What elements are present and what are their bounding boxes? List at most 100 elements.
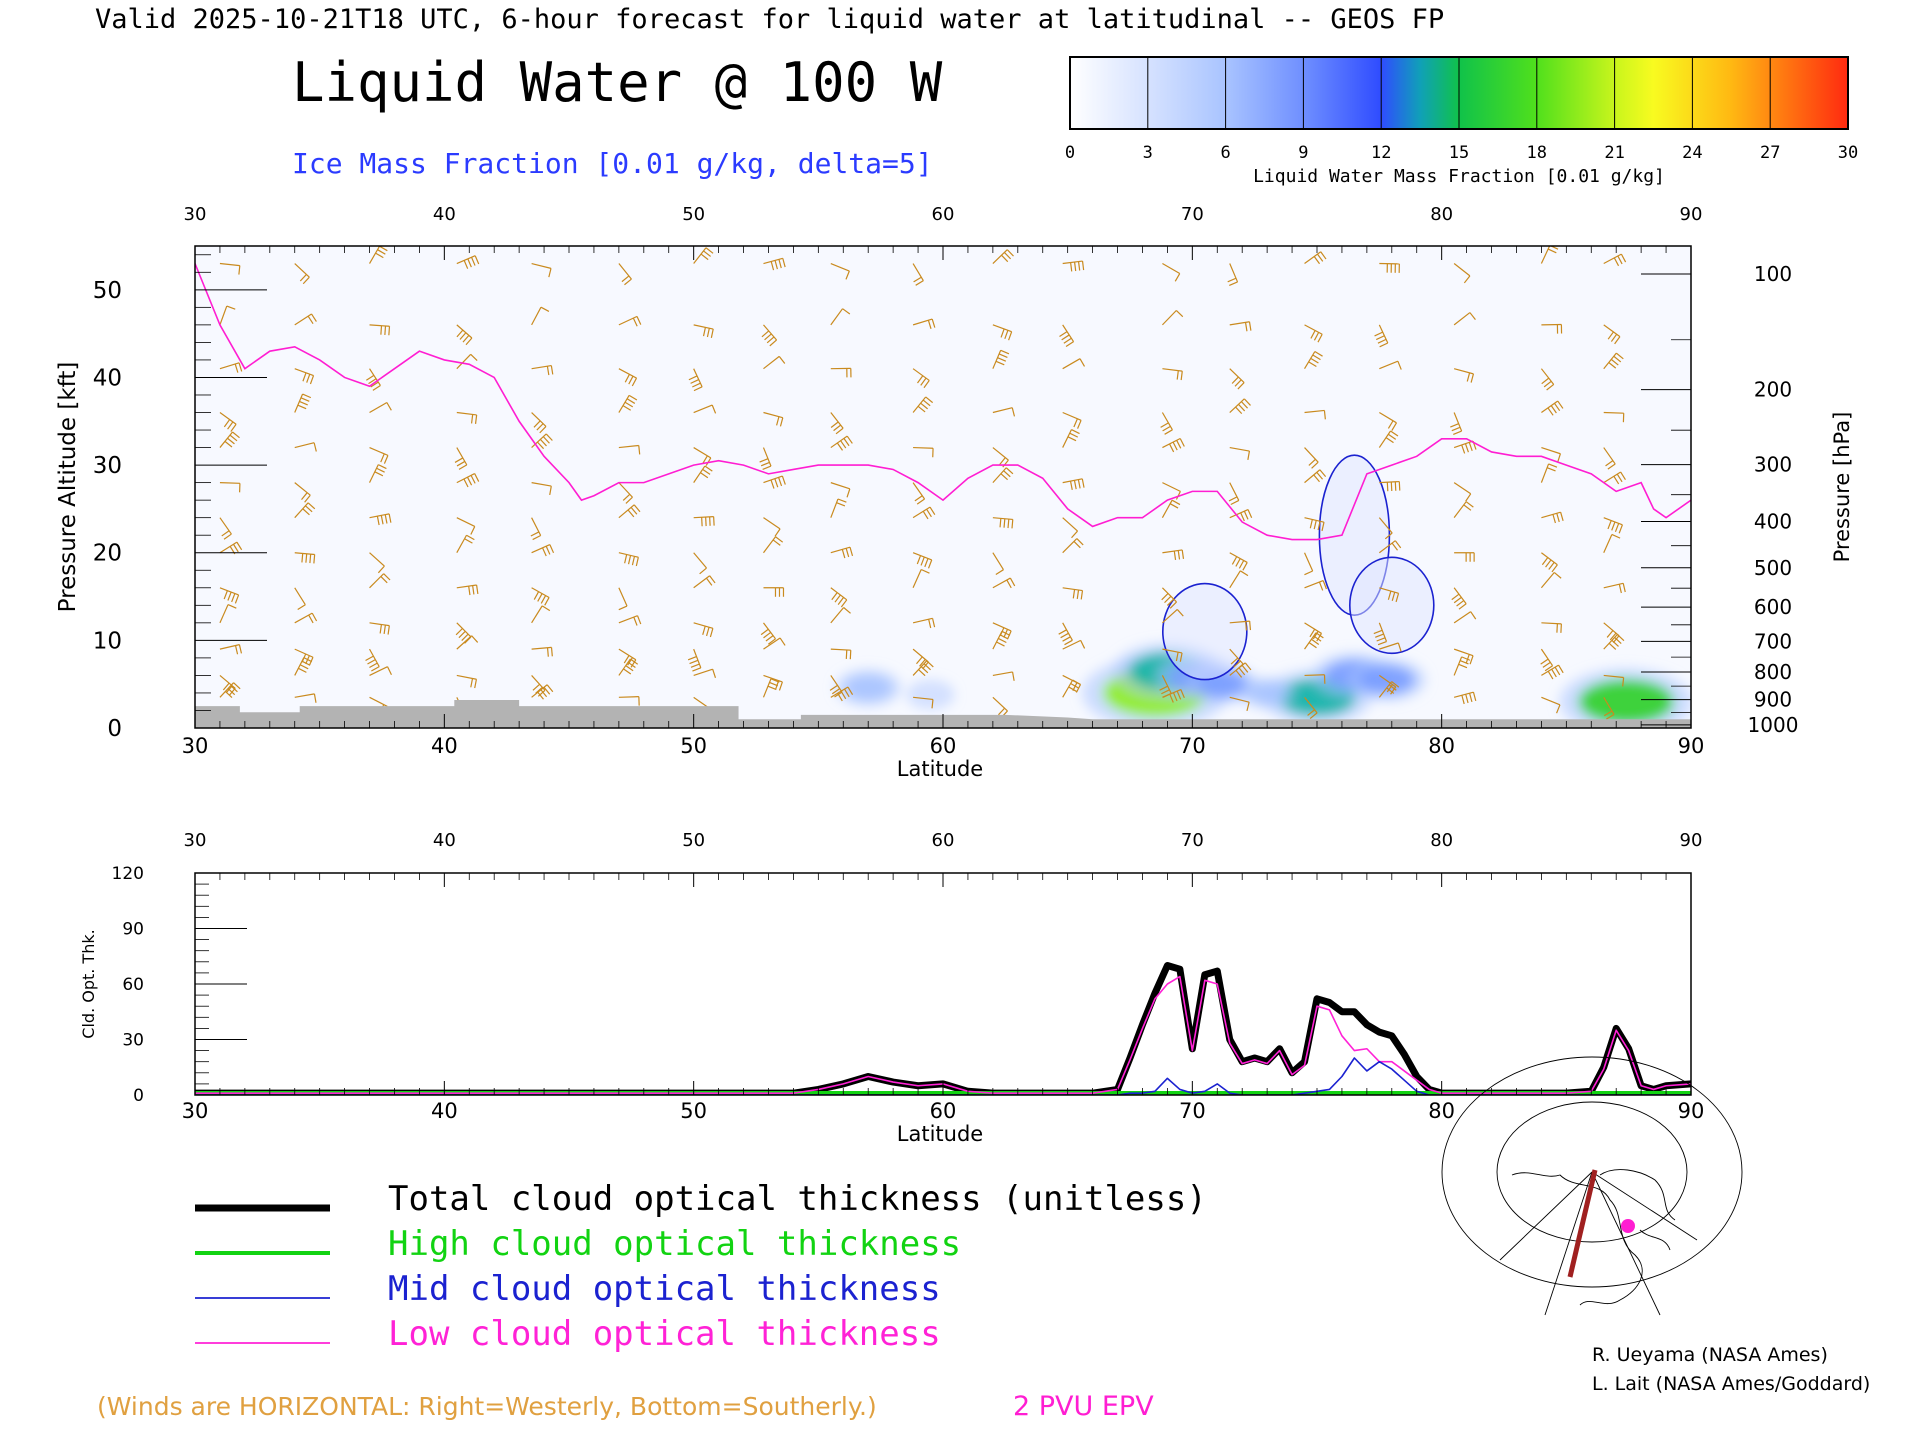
optical-thickness-panel: 30 30 40 40 50 50 60 60 70 70 80 80 90 90 0 30 60 90 120 L… [79,830,1704,1146]
pressure-tick-label: 500 [1754,556,1792,580]
wind-barb [618,696,640,706]
wind-barb [1062,429,1080,448]
series-low-line [195,975,1691,1094]
y-axis-label: Pressure Altitude [kft] [55,362,81,613]
wind-barb [294,502,316,519]
wind-barb [219,541,243,555]
wind-barb [1304,674,1326,684]
wind-barb [1378,517,1393,540]
cross-section-track [1567,1169,1598,1278]
wind-barb [992,324,1013,341]
x-tick-label: 60 [930,1099,957,1123]
y-tick-label: 30 [122,1031,144,1051]
pressure-tick-label: 100 [1754,262,1792,286]
wind-barb [830,262,850,280]
wind-barb [219,604,237,624]
plot-background-2 [195,873,1691,1095]
wind-barb [1304,622,1323,642]
wind-barb [219,587,240,604]
wind-barb [530,517,542,541]
wind-barb [830,435,853,451]
wind-barb [992,467,1014,484]
colorbar-tick-label: 30 [1838,143,1858,163]
wind-barb [1062,517,1078,539]
wind-barb [912,568,930,589]
colorbar-tick-label: 6 [1220,143,1230,163]
wind-barb [1541,511,1564,524]
x-tick-label: 50 [680,734,707,758]
wind-barb [1453,482,1472,502]
wind-barb [1453,501,1474,519]
wind-barb [531,433,553,450]
wind-barb [531,646,553,657]
y2-axis-label: Pressure [hPa] [1830,412,1854,563]
map-meridian-4 [1591,1171,1698,1241]
x-tick-label: 80 [1428,1099,1455,1123]
wind-barb [1229,508,1253,522]
wind-barb [1304,447,1319,469]
wind-barb [1379,262,1400,273]
wind-barb [830,686,854,702]
wind-barb [1162,437,1185,453]
wind-barb [992,249,1014,264]
y-tick-label: 0 [107,716,122,742]
wind-barb [1229,321,1252,332]
wind-barb [912,660,934,677]
wind-barb [618,444,641,455]
wind-barb [1229,570,1249,589]
wind-barb [830,587,848,608]
x-tick-label: 40 [431,734,458,758]
locator-map [1441,1056,1743,1316]
colorbar-tick-label: 0 [1065,143,1075,163]
legend: Total cloud optical thickness (unitless)… [195,1179,1207,1354]
x-axis-label: Latitude [897,757,983,781]
wind-barb [912,368,930,389]
wind-barb [456,517,476,535]
legend-high: High cloud optical thickness [388,1224,961,1264]
y-tick-label: 20 [93,541,122,567]
colorbar-tick-label: 24 [1682,143,1702,163]
wind-barb [1454,552,1475,562]
y-tick-label: 30 [93,453,122,479]
ice-subtitle: Ice Mass Fraction [0.01 g/kg, delta=5] [292,147,933,180]
liquid-water-cell [913,685,948,705]
pressure-tick-label: 1000 [1748,713,1799,737]
wind-barb [830,412,844,435]
wind-barb [1450,412,1463,435]
wind-barb [294,482,311,503]
wind-barb [1603,697,1615,720]
legend-mid: Mid cloud optical thickness [388,1269,941,1309]
wind-barb [763,517,781,537]
wind-barb [992,517,1014,529]
wind-barb [1451,587,1467,610]
wind-barb [1378,430,1399,448]
wind-barb [1229,662,1252,678]
x-tick-label: 60 [930,734,957,758]
x-tick-label-top: 80 [1430,830,1453,851]
wind-barb [219,362,243,373]
wind-barb [219,482,241,493]
wind-barb [294,693,317,703]
colorbar-tick-label: 3 [1143,143,1153,163]
map-meridian [1499,1171,1593,1261]
wind-barb [688,368,703,392]
wind-barb [618,658,639,676]
wind-barb [1303,552,1314,576]
x-tick-label-top: 80 [1430,204,1453,225]
wind-barb [992,552,1004,575]
x-tick-label: 70 [1179,1099,1206,1123]
wind-barb [759,447,772,471]
wind-barb [366,368,381,391]
wind-barb [369,552,385,574]
wind-barb [912,396,934,413]
wind-barb [912,506,936,520]
wind-barb [1062,679,1081,698]
wind-barb [1304,324,1323,343]
wind-barb [1378,674,1397,695]
wind-barb [618,394,638,413]
map-meridian-2 [1544,1171,1593,1316]
wind-barb [992,671,1015,681]
wind-barb [456,255,480,269]
wind-barb [1062,260,1085,272]
wind-barb [912,552,933,569]
